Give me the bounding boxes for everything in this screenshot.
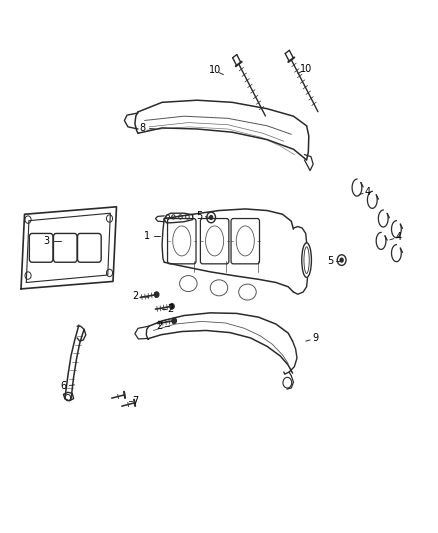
Circle shape — [339, 257, 344, 263]
Text: 3: 3 — [43, 236, 49, 246]
Text: 10: 10 — [300, 64, 312, 74]
Text: 9: 9 — [312, 334, 318, 343]
Circle shape — [170, 304, 174, 309]
Circle shape — [172, 318, 177, 324]
Circle shape — [155, 292, 159, 297]
Circle shape — [209, 215, 213, 220]
Text: 2: 2 — [133, 291, 139, 301]
Text: 5: 5 — [196, 211, 202, 221]
Text: 4: 4 — [396, 232, 402, 242]
Text: 7: 7 — [133, 396, 139, 406]
Text: 8: 8 — [139, 123, 145, 133]
Text: 2: 2 — [168, 304, 174, 314]
Text: 4: 4 — [365, 187, 371, 197]
Text: 6: 6 — [60, 382, 67, 391]
Text: 1: 1 — [144, 231, 150, 240]
Text: 10: 10 — [208, 66, 221, 75]
Text: 2: 2 — [157, 321, 163, 331]
Text: 5: 5 — [328, 256, 334, 266]
